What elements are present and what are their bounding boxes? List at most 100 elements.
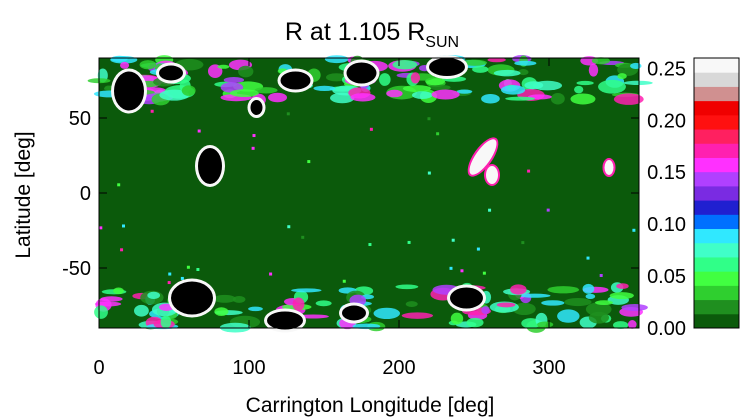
colorbar-segment [694, 86, 739, 102]
plot-area [87, 54, 653, 333]
colorbar-segment [694, 58, 739, 73]
speckle [488, 208, 492, 212]
polar-patch [472, 65, 489, 73]
speckle [301, 235, 305, 239]
coronal-hole [450, 287, 483, 309]
polar-patch [326, 73, 347, 82]
polar-patch [160, 315, 172, 329]
speckle [287, 225, 291, 229]
chart-title-main: R at 1.105 R [285, 18, 425, 46]
colorbar-segment [694, 285, 739, 301]
colorbar-tick-label: 0.00 [647, 318, 686, 340]
polar-patch [401, 312, 433, 319]
polar-patch [585, 302, 612, 317]
speckle [197, 129, 201, 133]
colorbar-segment [694, 214, 739, 230]
speckle [307, 160, 311, 164]
polar-patch [232, 296, 246, 303]
polar-patch [598, 79, 626, 94]
speckle [252, 134, 256, 138]
polar-patch [450, 312, 464, 325]
x-ticks: 0 100 200 300 [93, 58, 566, 379]
speckle [427, 171, 431, 175]
polar-patch [94, 305, 108, 319]
bright-feature [604, 160, 614, 175]
polar-patch [613, 93, 644, 105]
x-axis-label: Carrington Longitude [deg] [246, 394, 495, 417]
polar-patch [591, 57, 610, 65]
coronal-hole [171, 281, 213, 315]
x-tick-label: 0 [93, 357, 104, 379]
polar-patch [557, 309, 580, 323]
x-tick-label: 100 [232, 357, 265, 379]
speckle [196, 268, 200, 271]
polar-patch [159, 89, 190, 101]
speckle [251, 146, 255, 150]
coronal-hole [198, 148, 222, 184]
coronal-holes [111, 55, 486, 333]
polar-patch [621, 303, 648, 312]
speckle [369, 127, 373, 131]
polar-patch [405, 301, 418, 307]
colorbar-segment [694, 228, 739, 244]
speckle [99, 226, 103, 230]
polar-patch [582, 283, 595, 294]
colorbar-segment [694, 313, 739, 329]
polar-patch [94, 301, 122, 307]
polar-patch [514, 60, 537, 66]
polar-patch [223, 77, 245, 83]
coronal-hole [429, 58, 465, 76]
polar-patch [139, 60, 157, 70]
colorbar-segment [694, 114, 739, 130]
y-tick-label: -50 [62, 258, 91, 280]
polar-patch [510, 284, 527, 295]
polar-patch [570, 93, 596, 105]
x-tick-label: 300 [532, 357, 565, 379]
polar-patch [547, 286, 580, 294]
polar-patch [609, 292, 634, 300]
polar-patch [395, 284, 419, 290]
colorbar-segment [694, 200, 739, 215]
y-axis-label: Latitude [deg] [12, 131, 35, 258]
polar-patch [402, 85, 432, 92]
colorbar-tick-label: 0.25 [647, 58, 686, 80]
polar-patch [500, 85, 526, 95]
polar-patch [588, 63, 599, 77]
polar-patch [623, 80, 653, 86]
polar-patch [537, 321, 554, 328]
polar-patch [313, 85, 336, 92]
y-ticks: 50 0 -50 [62, 108, 639, 280]
polar-patch [524, 81, 544, 90]
colorbar-segment [694, 256, 739, 272]
colorbar-segment [694, 299, 739, 315]
speckle [427, 117, 431, 121]
polar-patch [214, 307, 229, 317]
polar-patch [518, 293, 551, 298]
speckle [120, 248, 124, 252]
polar-patch [292, 297, 305, 311]
polar-patch [521, 318, 541, 329]
polar-patch [268, 92, 287, 103]
speckle [546, 208, 550, 212]
polar-patch [541, 300, 565, 306]
polar-patch [481, 94, 500, 104]
polar-patch [431, 89, 460, 100]
colorbar-tick-label: 0.20 [647, 110, 686, 132]
colorbar-segment [694, 129, 739, 144]
polar-patch [392, 60, 418, 70]
polar-patch [238, 65, 254, 78]
polar-patch [315, 300, 332, 307]
colorbar-tick-label: 0.05 [647, 266, 686, 288]
polar-patch [576, 80, 594, 86]
speckle [527, 169, 531, 173]
speckle [599, 273, 603, 277]
bright-feature [469, 139, 497, 175]
coronal-hole [159, 65, 183, 81]
speckle [180, 276, 184, 280]
colorbar-segment [694, 242, 739, 258]
polar-patch [411, 91, 433, 100]
x-tick-label: 200 [382, 357, 415, 379]
polar-patch [574, 85, 584, 94]
colorbar-frame [693, 57, 740, 329]
speckle [407, 240, 411, 244]
